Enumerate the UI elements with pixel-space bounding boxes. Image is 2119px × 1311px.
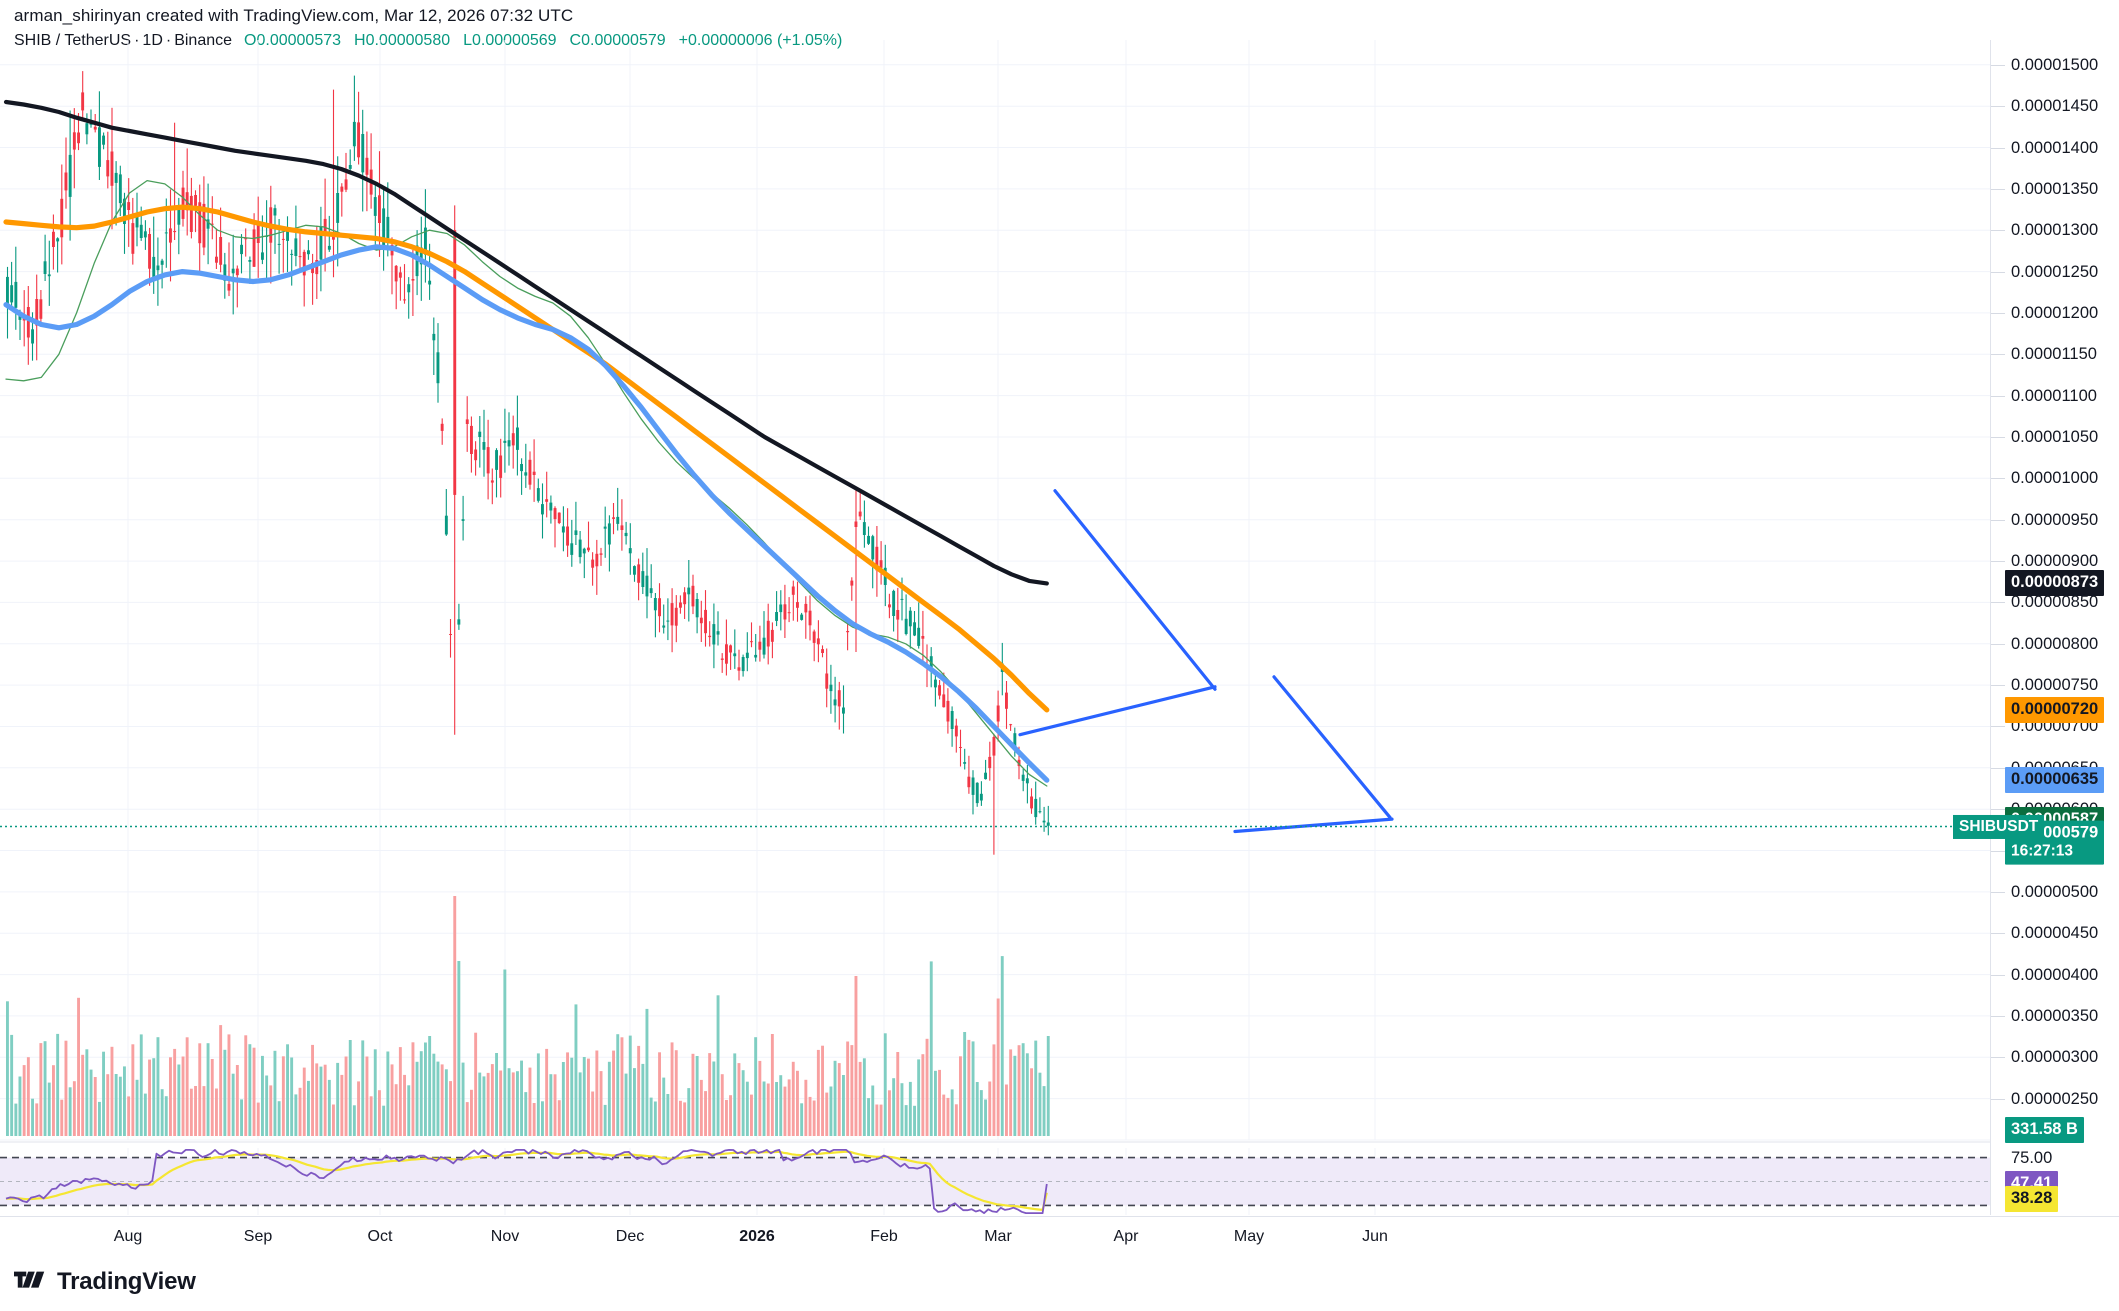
time-tick-label: May <box>1233 1228 1265 1245</box>
legend-open: O0.00000573 <box>244 32 342 49</box>
price-tick-mark <box>1991 850 2005 852</box>
legend-sep-1: · <box>134 32 140 49</box>
time-tick-label: Dec <box>615 1228 645 1245</box>
price-tick-label: 0.00001400 <box>2011 138 2099 157</box>
price-tick-mark <box>1991 354 2005 356</box>
price-tick-label: 0.00001200 <box>2011 303 2099 322</box>
legend-interval[interactable]: 1D <box>142 32 163 49</box>
price-tick-mark <box>1991 312 2005 314</box>
legend-ohlc: O0.00000573 H0.00000580 L0.00000569 C0.0… <box>244 32 666 50</box>
price-tick-label: 0.00001150 <box>2011 345 2097 364</box>
ma-black-price-badge[interactable]: 0.00000873 <box>2005 570 2105 597</box>
rsi-upper-tick: 75.00 <box>2011 1148 2053 1167</box>
time-tick-label: Mar <box>984 1228 1012 1245</box>
rsi-ma-value-badge[interactable]: 38.28 <box>2005 1185 2059 1212</box>
legend-low: L0.00000569 <box>463 32 557 49</box>
price-tick-mark <box>1991 188 2005 190</box>
symbol-price-tag[interactable]: SHIBUSDT <box>1953 814 2045 839</box>
ma-orange-price-badge[interactable]: 0.00000720 <box>2005 696 2105 723</box>
price-tick-mark <box>1991 933 2005 935</box>
price-tick-label: 0.00001050 <box>2011 427 2099 446</box>
price-axis[interactable]: 0.00001500 0.00001450 0.00001400 0.00001350… <box>1990 40 2119 1215</box>
price-tick-mark <box>1991 64 2005 66</box>
price-tick-mark <box>1991 685 2005 687</box>
legend-close: C0.00000579 <box>569 32 666 49</box>
moving-average-line <box>3 204 1050 713</box>
price-tick-mark <box>1991 271 2005 273</box>
time-tick-label: Nov <box>490 1228 520 1245</box>
ma-blue-price-badge[interactable]: 0.00000635 <box>2005 767 2105 794</box>
price-tick-mark <box>1991 643 2005 645</box>
time-tick-label: Aug <box>113 1228 143 1245</box>
legend-symbol[interactable]: SHIB / TetherUS <box>14 32 132 49</box>
price-tick-mark <box>1991 809 2005 811</box>
price-tick-label: 0.00000350 <box>2011 1006 2099 1025</box>
legend-high: H0.00000580 <box>354 32 451 49</box>
price-tick-label: 0.00001250 <box>2011 262 2099 281</box>
chart-legend: SHIB / TetherUS · 1D · Binance O0.000005… <box>14 32 842 50</box>
price-tick-label: 0.00000800 <box>2011 634 2099 653</box>
volume-value-badge[interactable]: 331.58 B <box>2005 1117 2084 1143</box>
tradingview-logo-icon <box>14 1271 48 1293</box>
rsi-line <box>5 1149 1048 1214</box>
legend-exchange: Binance <box>174 32 233 49</box>
time-tick-label: Sep <box>243 1228 273 1245</box>
price-tick-label: 0.00000450 <box>2011 923 2099 942</box>
moving-average-line <box>3 244 1050 783</box>
price-tick-mark <box>1991 602 2005 604</box>
price-tick-label: 0.00000300 <box>2011 1048 2099 1067</box>
price-tick-label: 0.00001500 <box>2011 55 2099 74</box>
candlestick-series <box>6 71 1050 855</box>
legend-sep-2: · <box>165 32 172 49</box>
price-tick-label: 0.00000500 <box>2011 882 2099 901</box>
time-axis[interactable]: Aug Sep Oct Nov Dec 2026 Feb Mar Apr May Jun <box>0 1216 2119 1254</box>
price-tick-mark <box>1991 436 2005 438</box>
price-tick-mark <box>1991 726 2005 728</box>
price-tick-mark <box>1991 1098 2005 1100</box>
time-tick-label: Apr <box>1113 1228 1139 1245</box>
price-tick-label: 0.00001100 <box>2011 386 2097 405</box>
price-tick-label: 0.00001000 <box>2011 469 2099 488</box>
price-tick-label: 0.00001350 <box>2011 179 2099 198</box>
time-tick-label: Feb <box>870 1228 898 1245</box>
price-tick-mark <box>1991 891 2005 893</box>
price-tick-label: 0.00000900 <box>2011 551 2099 570</box>
time-tick-label: Jun <box>1362 1228 1388 1245</box>
price-tick-label: 0.00000950 <box>2011 510 2099 529</box>
price-tick-mark <box>1991 1015 2005 1017</box>
price-tick-mark <box>1991 395 2005 397</box>
time-tick-label: 2026 <box>739 1228 775 1245</box>
price-tick-label: 0.00000400 <box>2011 965 2099 984</box>
attribution-text: arman_shirinyan created with TradingView… <box>14 6 574 25</box>
volume-series <box>6 896 1050 1136</box>
price-tick-mark <box>1991 478 2005 480</box>
price-tick-mark <box>1991 230 2005 232</box>
tradingview-wordmark: TradingView <box>57 1268 196 1295</box>
price-tick-label: 0.00001450 <box>2011 96 2099 115</box>
price-tick-mark <box>1991 147 2005 149</box>
price-tick-mark <box>1991 519 2005 521</box>
rsi-ma-line <box>5 1150 1048 1211</box>
legend-change: +0.00000006 (+1.05%) <box>678 32 843 49</box>
price-tick-label: 0.00001300 <box>2011 220 2099 239</box>
price-tick-label: 0.00000250 <box>2011 1089 2099 1108</box>
tradingview-logo: TradingView <box>14 1268 196 1296</box>
price-tick-label: 0.00000850 <box>2011 593 2099 612</box>
moving-average-line <box>3 99 1049 586</box>
price-tick-mark <box>1991 1057 2005 1059</box>
trendline-drawings <box>1018 489 1394 834</box>
price-tick-mark <box>1991 561 2005 563</box>
price-tick-label: 0.00000750 <box>2011 675 2099 694</box>
price-tick-mark <box>1991 106 2005 108</box>
price-tick-mark <box>1991 767 2005 769</box>
time-tick-label: Oct <box>367 1228 393 1245</box>
price-tick-mark <box>1991 974 2005 976</box>
